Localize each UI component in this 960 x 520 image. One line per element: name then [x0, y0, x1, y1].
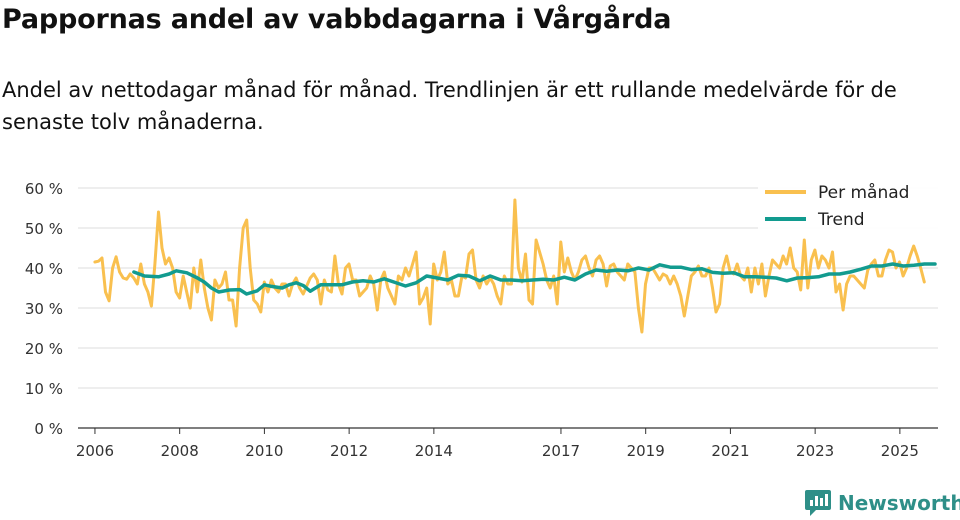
x-tick-label: 2025: [881, 442, 919, 460]
brand-logo: Newsworthy: [804, 488, 960, 518]
y-tick-label: 10 %: [25, 380, 63, 398]
legend: Per månad Trend: [758, 180, 938, 232]
newsworthy-logo-icon: [805, 490, 831, 516]
x-tick-label: 2017: [542, 442, 580, 460]
chart-subtitle: Andel av nettodagar månad för månad. Tre…: [2, 78, 897, 134]
y-tick-label: 30 %: [25, 300, 63, 318]
x-tick-label: 2006: [76, 442, 114, 460]
series-line-per-manad: [93, 198, 926, 334]
y-tick-label: 20 %: [25, 340, 63, 358]
x-tick-label: 2010: [245, 442, 283, 460]
legend-background: [758, 180, 938, 232]
y-tick-label: 0 %: [34, 420, 63, 438]
brand-name: Newsworthy: [838, 491, 960, 515]
x-tick-label: 2008: [161, 442, 199, 460]
x-tick-label: 2019: [627, 442, 665, 460]
x-tick-label: 2012: [330, 442, 368, 460]
y-tick-label: 60 %: [25, 180, 63, 198]
chart-title: Pappornas andel av vabbdagarna i Vårgård…: [2, 4, 672, 35]
series-layer: [93, 198, 937, 334]
y-axis-ticks: 0 % 10 % 20 % 30 % 40 % 50 % 60 %: [25, 180, 63, 438]
legend-label-trend: Trend: [817, 210, 865, 230]
x-tick-label: 2021: [711, 442, 749, 460]
x-axis-ticks: 2006 2008 2010 2012 2014 2017 2019 2021 2023 2025: [76, 428, 919, 460]
y-tick-label: 50 %: [25, 220, 63, 238]
series-line-trend: [132, 262, 937, 296]
y-tick-label: 40 %: [25, 260, 63, 278]
legend-label-per-manad: Per månad: [818, 182, 909, 203]
x-tick-label: 2014: [415, 442, 453, 460]
x-tick-label: 2023: [796, 442, 834, 460]
